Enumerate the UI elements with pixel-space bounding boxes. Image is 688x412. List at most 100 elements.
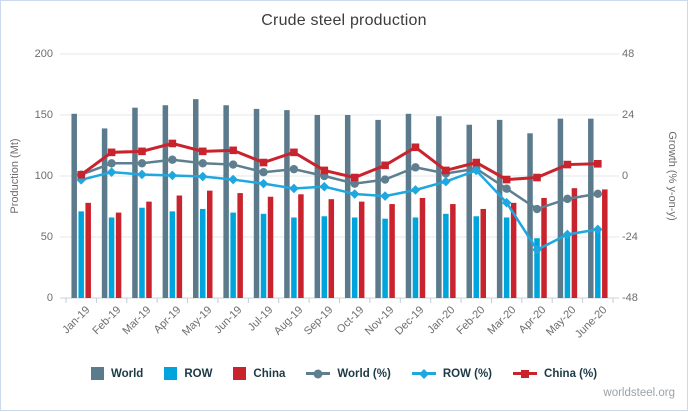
bar-row <box>200 208 206 298</box>
chart-title: Crude steel production <box>261 12 427 29</box>
left-axis-tick-label: 0 <box>46 292 53 304</box>
legend-marker-world-pct <box>313 369 323 378</box>
marker-row-pct <box>258 178 269 189</box>
left-axis-tick-label: 100 <box>34 170 53 182</box>
left-axis-tick-label: 200 <box>34 48 53 60</box>
marker-row-pct <box>349 189 360 199</box>
marker-row-pct <box>167 170 178 181</box>
legend-line-row-pct <box>411 367 436 380</box>
bar-world <box>557 118 564 298</box>
marker-world-pct <box>563 194 572 204</box>
marker-world-pct <box>137 159 147 168</box>
legend-item-china-pct: China (%) <box>513 367 597 380</box>
marker-row-pct <box>441 176 451 187</box>
marker-world-pct <box>168 155 177 164</box>
marker-china-pct <box>533 173 541 182</box>
marker-world-pct <box>289 164 299 174</box>
bar-world <box>436 116 442 298</box>
marker-china-pct <box>290 148 298 157</box>
bar-world <box>71 113 77 298</box>
bar-row <box>503 217 510 298</box>
bar-world <box>405 113 412 298</box>
marker-row-pct <box>197 171 208 182</box>
bar-world <box>253 108 260 299</box>
bar-china <box>146 201 152 298</box>
branding-text: worldsteel.org <box>603 387 675 399</box>
marker-row-pct <box>289 183 299 194</box>
bar-world <box>284 110 290 299</box>
bar-row <box>473 216 479 298</box>
bar-world <box>527 133 533 298</box>
bar-world <box>496 119 503 298</box>
legend-label-china-pct: China (%) <box>544 367 598 380</box>
legend-item-row: ROW <box>164 367 212 380</box>
legend-line-world-pct <box>306 367 331 380</box>
bar-china <box>85 202 91 298</box>
bar-china <box>541 197 547 298</box>
bar-row <box>169 211 176 298</box>
marker-row-pct <box>380 191 390 201</box>
right-axis-tick-label: -48 <box>622 292 638 304</box>
bar-china <box>237 193 243 298</box>
legend-label-row-pct: ROW (%) <box>442 367 493 380</box>
legend-label-china: China <box>253 367 286 380</box>
marker-china-pct <box>77 170 85 179</box>
marker-china-pct <box>168 139 177 148</box>
marker-china-pct <box>259 158 268 167</box>
right-axis-tick-label: 24 <box>622 109 635 121</box>
marker-world-pct <box>380 175 390 184</box>
marker-china-pct <box>381 161 389 170</box>
marker-china-pct <box>563 160 572 169</box>
legend-item-china: China <box>233 367 285 380</box>
bar-china <box>571 188 578 298</box>
line-china-pct <box>80 141 598 182</box>
bar-row <box>78 211 84 298</box>
marker-china-pct <box>107 148 116 157</box>
bar-row <box>260 213 267 298</box>
bar-world <box>162 105 169 299</box>
marker-world-pct <box>350 179 359 188</box>
bar-row <box>230 212 236 298</box>
legend-item-world-pct: World (%) <box>306 367 391 380</box>
bar-china <box>419 197 426 298</box>
bar-world <box>344 115 351 298</box>
marker-world-pct <box>198 159 207 168</box>
legend-marker-china-pct <box>521 369 530 378</box>
marker-row-pct <box>471 165 482 176</box>
marker-row-pct <box>532 244 542 255</box>
marker-row-pct <box>410 185 421 195</box>
marker-world-pct <box>593 189 603 198</box>
bar-world <box>223 105 229 299</box>
legend-label-world: World <box>110 367 144 380</box>
bar-row <box>382 218 388 298</box>
bar-row <box>564 233 571 298</box>
legend-swatch-world <box>90 367 104 380</box>
bar-china <box>176 195 183 298</box>
bar-row <box>534 238 540 298</box>
marker-row-pct <box>137 169 147 180</box>
marker-china-pct <box>320 166 329 175</box>
marker-world-pct <box>259 167 268 177</box>
bar-china <box>510 202 517 298</box>
legend-item-row-pct: ROW (%) <box>411 367 493 380</box>
bar-china <box>328 199 335 298</box>
marker-world-pct <box>107 159 116 168</box>
legend-swatch-row <box>164 367 178 380</box>
marker-china-pct <box>442 166 450 175</box>
bar-china <box>267 196 274 298</box>
bar-row <box>291 217 297 298</box>
marker-china-pct <box>350 173 359 182</box>
bar-row <box>139 207 145 298</box>
marker-china-pct <box>229 146 237 155</box>
bar-china <box>298 194 304 298</box>
bar-china <box>602 189 608 298</box>
legend: World ROW China World (%) ROW (%) China (%) <box>1 367 687 380</box>
marker-world-pct <box>502 184 511 193</box>
line-world-pct <box>80 158 599 211</box>
bar-china <box>450 204 456 298</box>
marker-china-pct <box>502 175 511 184</box>
marker-row-pct <box>228 174 238 185</box>
bar-world <box>375 119 381 298</box>
marker-row-pct <box>319 181 330 192</box>
